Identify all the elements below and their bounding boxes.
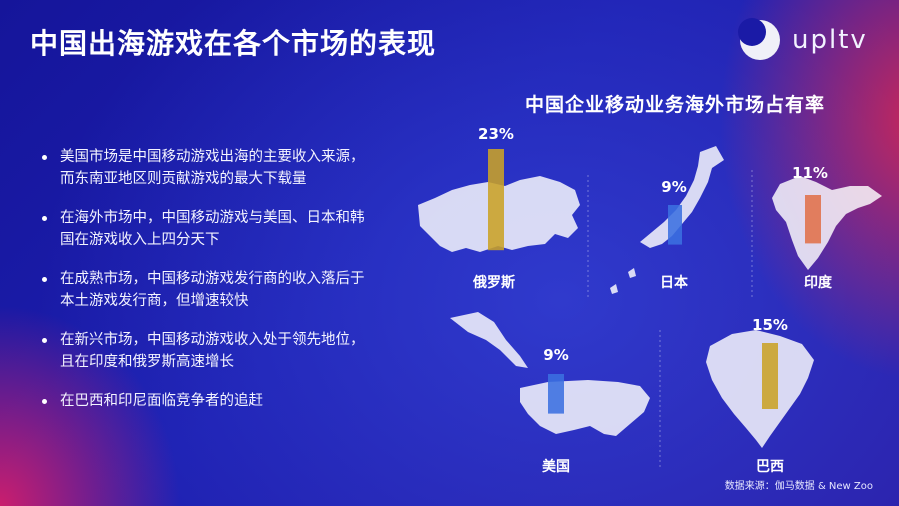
- india-map-icon: [772, 176, 882, 270]
- bullet-list: 美国市场是中国移动游戏出海的主要收入来源，而东南亚地区则贡献游戏的最大下载量 在…: [40, 146, 370, 429]
- brazil-map-icon: [706, 330, 814, 448]
- category-label-russia: 俄罗斯: [473, 275, 515, 291]
- chart-title: 中国企业移动业务海外市场占有率: [524, 94, 825, 116]
- bar-label-brazil: 15%: [752, 316, 788, 334]
- share-bar-usa: [548, 374, 564, 414]
- share-bar-japan: [668, 205, 682, 245]
- data-source: 数据来源：伽马数据 & New Zoo: [724, 481, 873, 492]
- bar-label-india: 11%: [792, 164, 828, 182]
- page-title: 中国出海游戏在各个市场的表现: [30, 27, 437, 60]
- japan-map-icon: [610, 146, 724, 294]
- bullet-item: 在成熟市场，中国移动游戏发行商的收入落后于本土游戏发行商，但增速较快: [40, 268, 370, 312]
- bullet-item: 美国市场是中国移动游戏出海的主要收入来源，而东南亚地区则贡献游戏的最大下载量: [40, 146, 370, 190]
- category-label-usa: 美国: [542, 459, 570, 475]
- share-bar-india: [805, 195, 821, 244]
- usa-map-icon: [450, 312, 650, 436]
- category-label-india: 印度: [804, 275, 832, 291]
- bar-label-japan: 9%: [661, 178, 687, 196]
- share-bar-russia: [488, 149, 504, 251]
- logo-icon: [738, 18, 780, 60]
- brand-logo: upltv: [738, 18, 868, 62]
- category-label-brazil: 巴西: [756, 459, 784, 475]
- bullet-item: 在巴西和印尼面临竞争者的追赶: [40, 390, 370, 412]
- logo-text: upltv: [792, 25, 868, 55]
- bullet-item: 在新兴市场，中国移动游戏收入处于领先地位，且在印度和俄罗斯高速增长: [40, 329, 370, 373]
- bar-label-russia: 23%: [478, 125, 514, 143]
- category-label-japan: 日本: [660, 275, 688, 291]
- bar-label-usa: 9%: [543, 346, 569, 364]
- share-bar-brazil: [762, 343, 778, 409]
- bullet-item: 在海外市场中，中国移动游戏与美国、日本和韩国在游戏收入上四分天下: [40, 207, 370, 251]
